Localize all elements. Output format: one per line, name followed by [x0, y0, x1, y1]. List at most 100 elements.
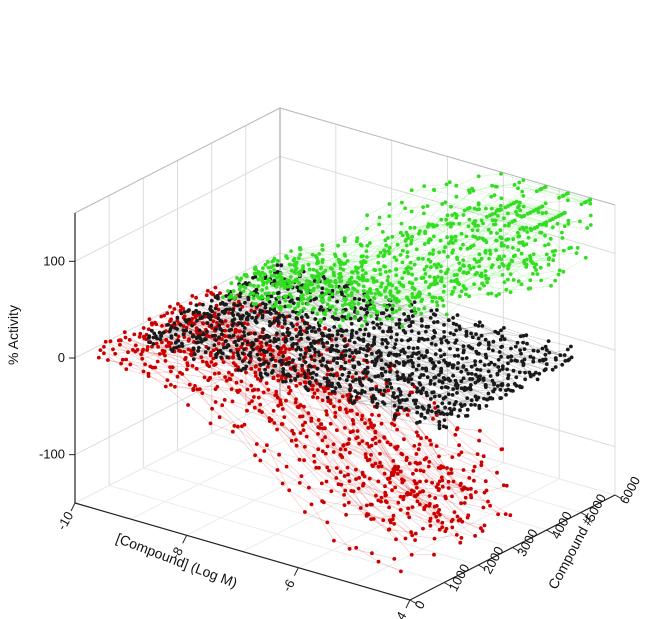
data-point — [459, 536, 464, 540]
data-point — [370, 400, 375, 404]
data-point — [299, 315, 304, 320]
data-point — [377, 222, 382, 227]
data-point — [358, 506, 363, 510]
data-point — [405, 413, 410, 417]
data-point — [538, 265, 543, 270]
data-point — [149, 321, 154, 325]
data-point — [481, 454, 486, 459]
data-point — [210, 291, 214, 296]
data-point — [364, 278, 369, 283]
data-point — [328, 398, 333, 403]
data-point — [428, 357, 433, 361]
data-point — [499, 354, 503, 359]
data-point — [444, 338, 449, 343]
data-point — [473, 380, 478, 385]
data-point — [306, 262, 311, 267]
data-point — [460, 487, 464, 491]
data-point — [392, 557, 397, 561]
data-point — [357, 441, 362, 446]
data-point — [271, 408, 276, 413]
data-point — [120, 357, 125, 362]
data-point — [421, 469, 426, 474]
data-point — [287, 278, 291, 283]
data-point — [432, 504, 437, 509]
data-point — [279, 358, 284, 363]
data-point — [522, 213, 527, 218]
data-point — [343, 254, 347, 258]
data-point — [411, 351, 416, 356]
data-point — [533, 370, 538, 375]
data-point — [227, 370, 231, 375]
data-point — [384, 500, 389, 505]
data-point — [333, 410, 338, 415]
data-point — [405, 455, 409, 460]
data-point — [316, 327, 321, 332]
data-point — [432, 262, 437, 267]
data-point — [409, 358, 413, 363]
data-point — [350, 418, 355, 422]
data-point — [517, 234, 522, 239]
data-point — [270, 370, 274, 375]
data-point — [310, 310, 315, 315]
data-point — [345, 259, 350, 263]
data-point — [538, 187, 543, 192]
data-point — [480, 529, 485, 533]
data-point — [256, 295, 261, 299]
data-point — [283, 379, 288, 384]
data-point — [543, 184, 548, 189]
data-point — [352, 302, 357, 306]
data-point — [467, 188, 471, 193]
data-point — [502, 326, 506, 330]
data-point — [192, 352, 197, 357]
data-point — [298, 353, 303, 357]
data-point — [258, 458, 263, 463]
data-point — [437, 296, 442, 300]
data-point — [153, 320, 157, 325]
data-point — [106, 358, 110, 362]
data-point — [471, 265, 476, 270]
data-point — [398, 389, 403, 394]
data-point — [207, 364, 212, 369]
data-point — [399, 221, 404, 226]
data-point — [236, 368, 241, 372]
data-point — [395, 290, 400, 295]
data-point — [363, 315, 368, 320]
data-point — [390, 234, 395, 239]
data-point — [410, 533, 415, 538]
data-point — [403, 318, 408, 322]
data-point — [303, 444, 307, 449]
data-point — [381, 329, 385, 334]
data-point — [529, 374, 533, 379]
data-point — [315, 395, 320, 400]
data-point — [358, 346, 363, 351]
data-point — [521, 194, 526, 198]
data-point — [227, 311, 231, 315]
data-point — [294, 334, 299, 339]
data-point — [475, 367, 480, 372]
data-point — [511, 245, 515, 250]
data-point — [395, 242, 400, 247]
curve-line — [120, 340, 412, 533]
data-point — [305, 287, 310, 291]
data-point — [395, 374, 400, 378]
data-point — [352, 296, 357, 301]
data-point — [212, 311, 217, 316]
data-point — [506, 361, 510, 366]
data-point — [319, 337, 324, 342]
data-point — [324, 409, 329, 414]
data-point — [276, 295, 281, 300]
data-point — [452, 402, 457, 407]
data-point — [479, 333, 484, 338]
data-point — [387, 326, 392, 331]
data-point — [362, 307, 367, 312]
data-point — [330, 333, 335, 338]
data-point — [521, 204, 526, 209]
data-point — [471, 243, 476, 248]
data-point — [464, 329, 469, 334]
data-point — [386, 477, 390, 481]
data-point — [531, 359, 536, 364]
data-point — [495, 257, 500, 262]
y-tick — [443, 582, 452, 587]
data-point — [282, 318, 287, 323]
data-point — [492, 362, 497, 367]
